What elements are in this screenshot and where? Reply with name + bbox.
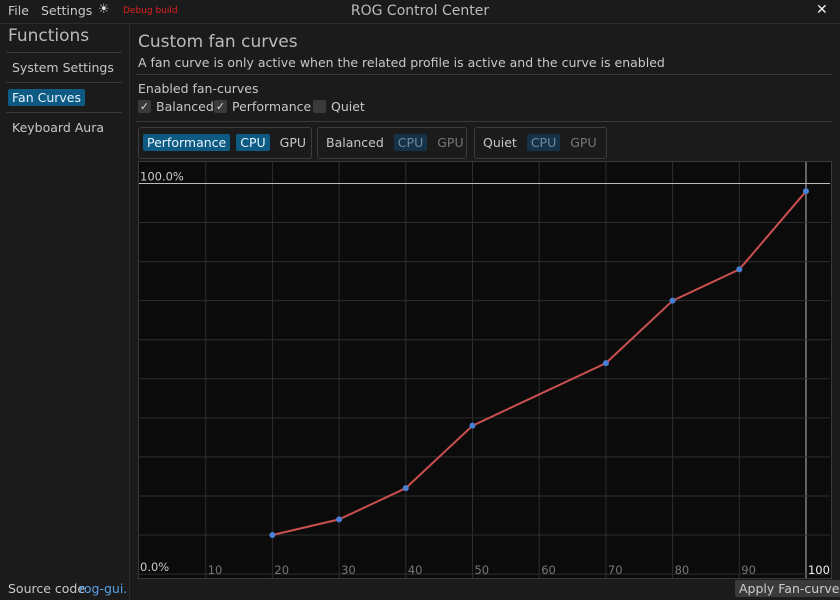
checkbox-label[interactable]: Performance <box>232 99 312 114</box>
separator <box>136 74 832 75</box>
checkbox-label[interactable]: Balanced <box>156 99 214 114</box>
checkbox-label[interactable]: Quiet <box>331 99 365 114</box>
menu-file[interactable]: File <box>8 3 29 18</box>
x-tick-label: 10 <box>208 563 223 577</box>
sidebar-item[interactable]: Fan Curves <box>8 89 85 106</box>
separator <box>136 121 832 122</box>
curve-point <box>802 188 809 195</box>
x-tick-label: 50 <box>474 563 489 577</box>
sidebar-item[interactable]: System Settings <box>12 60 114 75</box>
theme-icon[interactable]: ☀ <box>98 2 110 17</box>
checkbox[interactable]: ✓ <box>214 100 227 113</box>
fan-tab[interactable]: GPU <box>279 135 307 150</box>
curve-point <box>336 516 343 523</box>
top-bar: File Settings ☀ Debug build ROG Control … <box>0 0 840 24</box>
fan-tab[interactable]: CPU <box>526 134 561 151</box>
separator <box>6 112 122 113</box>
y-tick-label: 100.0% <box>140 169 184 183</box>
fan-curve-chart[interactable]: 10 20 30 40 50 60 70 80 90 100 0.0% 100.0% <box>138 161 832 579</box>
window-title: ROG Control Center <box>350 3 490 19</box>
checkbox[interactable]: ✓ <box>138 100 151 113</box>
x-tick-label: 20 <box>274 563 289 577</box>
page-title: Custom fan curves <box>138 32 298 52</box>
x-tick-label: 60 <box>541 563 556 577</box>
profile-tab[interactable]: Balanced <box>326 135 384 150</box>
checkbox[interactable] <box>313 100 326 113</box>
fan-tab[interactable]: GPU <box>437 135 464 150</box>
curve-line <box>272 190 807 537</box>
page-subtitle: A fan curve is only active when the rela… <box>138 55 665 70</box>
enabled-label: Enabled fan-curves <box>138 81 259 96</box>
fan-tab[interactable]: GPU <box>570 135 597 150</box>
plot-background <box>138 161 832 579</box>
profile-group: Balanced CPU GPU <box>317 127 467 159</box>
source-link[interactable]: rog-gui. <box>79 581 128 596</box>
fan-tab[interactable]: CPU <box>236 134 270 151</box>
x-tick-label: 80 <box>675 563 690 577</box>
curve-point <box>402 485 409 492</box>
x-tick-label: 90 <box>741 563 756 577</box>
close-button[interactable]: ✕ <box>816 2 828 18</box>
x-tick-label: 30 <box>341 563 356 577</box>
profile-tab[interactable]: Quiet <box>483 135 517 150</box>
curve-point <box>669 297 676 304</box>
fan-tab[interactable]: CPU <box>393 134 428 151</box>
profile-tab[interactable]: Performance <box>143 134 231 151</box>
apply-button[interactable]: Apply Fan-curve <box>735 580 840 597</box>
x-tick-label: 70 <box>608 563 623 577</box>
separator <box>6 52 122 53</box>
sidebar-item[interactable]: Keyboard Aura <box>12 120 105 135</box>
curve-point <box>602 360 609 367</box>
curve-point <box>269 532 276 539</box>
profile-group: Quiet CPU GPU <box>474 127 607 159</box>
source-text: Source code <box>8 581 86 596</box>
separator <box>6 82 122 83</box>
x-tick-label: 100 <box>808 563 830 577</box>
sidebar-title: Functions <box>8 26 90 46</box>
y-tick-label: 0.0% <box>140 560 169 574</box>
curve-point <box>736 266 743 273</box>
sidebar: Functions System Settings Fan Curves Keybo… <box>0 24 130 600</box>
menu-settings[interactable]: Settings <box>41 3 93 18</box>
profile-group: Performance CPU GPU <box>138 127 312 159</box>
x-tick-label: 40 <box>408 563 423 577</box>
curve-point <box>469 422 476 429</box>
debug-label: Debug build <box>123 6 178 16</box>
